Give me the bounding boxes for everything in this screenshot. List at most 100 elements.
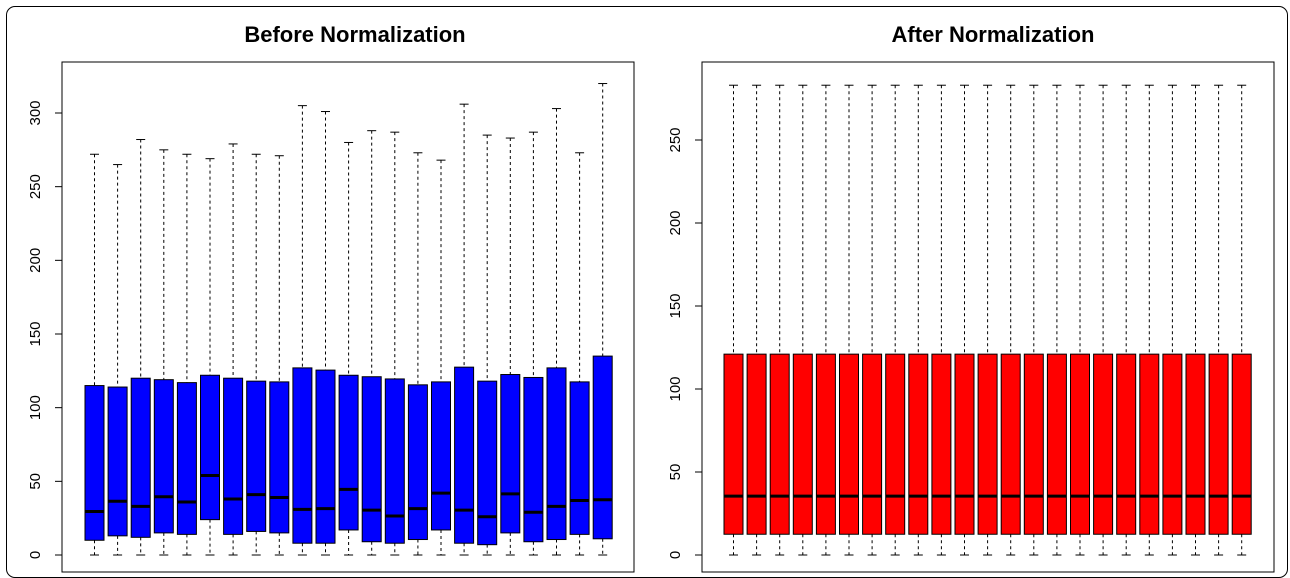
- box-20: [523, 131, 544, 556]
- box-21: [1185, 84, 1206, 556]
- y-tick-label: 100: [667, 376, 684, 401]
- y-tick-label: 0: [27, 551, 44, 559]
- iqr-box: [107, 386, 128, 537]
- box-22: [1208, 84, 1229, 556]
- iqr-box: [769, 353, 790, 535]
- box-16: [1070, 84, 1090, 556]
- box-8: [885, 84, 906, 556]
- box-9: [269, 155, 290, 556]
- y-tick-label: 250: [667, 127, 684, 152]
- box-8: [246, 153, 267, 556]
- iqr-box: [454, 366, 475, 544]
- box-19: [500, 137, 521, 556]
- box-5: [815, 84, 836, 556]
- box-1: [723, 84, 744, 556]
- iqr-box: [1046, 353, 1067, 535]
- y-tick-label: 200: [27, 248, 44, 273]
- iqr-box: [176, 382, 197, 535]
- iqr-box: [431, 381, 451, 531]
- iqr-box: [84, 385, 105, 541]
- iqr-box: [223, 377, 244, 535]
- iqr-box: [1116, 353, 1137, 535]
- iqr-box: [1093, 353, 1114, 535]
- y-tick-label: 50: [27, 473, 44, 490]
- chart-title-before: Before Normalization: [244, 22, 465, 47]
- iqr-box: [954, 353, 975, 535]
- box-10: [292, 105, 313, 556]
- y-tick-label: 100: [27, 395, 44, 420]
- iqr-box: [569, 381, 590, 535]
- box-4: [792, 84, 813, 556]
- y-tick-label: 150: [27, 321, 44, 346]
- iqr-box: [407, 384, 428, 541]
- iqr-box: [130, 377, 151, 538]
- box-20: [1162, 84, 1183, 556]
- iqr-box: [977, 353, 998, 535]
- iqr-box: [1023, 353, 1044, 535]
- panel-after-normalization: After Normalization 0 50 100 150 200 250: [667, 22, 1275, 573]
- iqr-box: [477, 380, 498, 546]
- iqr-box: [1070, 353, 1090, 535]
- iqr-box: [269, 381, 290, 534]
- box-4: [153, 149, 174, 556]
- iqr-box: [862, 353, 883, 535]
- iqr-box: [1185, 353, 1206, 535]
- box-18: [1116, 84, 1137, 556]
- box-9: [908, 84, 929, 556]
- iqr-box: [1162, 353, 1183, 535]
- box-17: [1093, 84, 1114, 556]
- iqr-box: [361, 376, 382, 543]
- box-23: [592, 83, 613, 556]
- box-11: [315, 111, 336, 556]
- iqr-box: [292, 367, 313, 544]
- iqr-box: [523, 376, 544, 543]
- box-11: [954, 84, 975, 556]
- box-5: [176, 153, 197, 556]
- box-12: [977, 84, 998, 556]
- iqr-box: [500, 374, 521, 534]
- y-tick-label: 150: [667, 293, 684, 318]
- plot-area: [61, 61, 635, 573]
- iqr-box: [546, 367, 567, 541]
- iqr-box: [792, 353, 813, 535]
- box-13: [1000, 84, 1021, 556]
- box-3: [769, 84, 790, 556]
- y-tick-label: 300: [27, 100, 44, 125]
- box-2: [746, 84, 767, 556]
- plot-area: [701, 61, 1275, 573]
- chart-title-after: After Normalization: [892, 22, 1095, 47]
- iqr-box: [746, 353, 767, 535]
- box-22: [569, 152, 590, 556]
- box-15: [1046, 84, 1067, 556]
- iqr-box: [1000, 353, 1021, 535]
- iqr-box: [1139, 353, 1160, 535]
- box-18: [477, 134, 498, 556]
- box-6: [839, 84, 859, 556]
- iqr-box: [839, 353, 859, 535]
- y-tick-label: 50: [667, 464, 684, 481]
- iqr-box: [908, 353, 929, 535]
- y-tick-label: 200: [667, 210, 684, 235]
- iqr-box: [338, 374, 359, 531]
- box-16: [431, 159, 451, 556]
- iqr-box: [246, 380, 267, 532]
- box-13: [361, 130, 382, 556]
- iqr-box: [931, 353, 952, 535]
- iqr-box: [200, 374, 220, 521]
- box-1: [84, 153, 105, 556]
- iqr-box: [723, 353, 744, 535]
- box-14: [384, 131, 405, 556]
- y-tick-label: 250: [27, 174, 44, 199]
- iqr-box: [153, 379, 174, 534]
- y-tick-label: 0: [667, 551, 684, 559]
- box-7: [223, 143, 244, 556]
- box-15: [407, 152, 428, 556]
- box-12: [338, 141, 359, 556]
- box-23: [1231, 84, 1252, 556]
- iqr-box: [1231, 353, 1252, 535]
- box-2: [107, 164, 128, 556]
- box-3: [130, 139, 151, 556]
- box-21: [546, 108, 567, 556]
- box-6: [200, 158, 220, 556]
